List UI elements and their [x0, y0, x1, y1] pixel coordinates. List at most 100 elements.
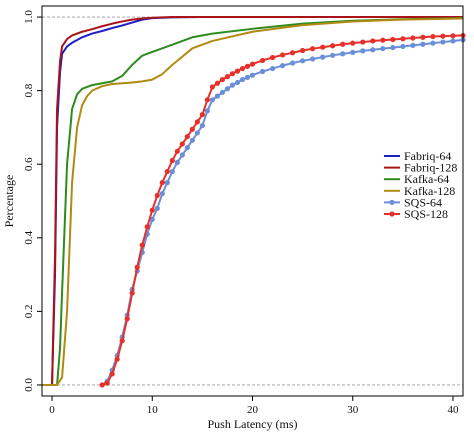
- legend-label-fabriq-128: Fabriq-128: [404, 161, 457, 175]
- data-point-sqs-128-13: [164, 168, 170, 175]
- x-axis-title: Push Latency (ms): [208, 417, 298, 431]
- data-point-sqs-64-25: [224, 86, 231, 92]
- data-point-sqs-128-23: [214, 80, 221, 86]
- data-point-sqs-64-37: [320, 54, 326, 60]
- data-point-sqs-64-11: [154, 205, 160, 211]
- data-point-sqs-128-6: [129, 290, 135, 296]
- data-point-sqs-128-29: [244, 63, 251, 69]
- legend-label-kafka-128: Kafka-128: [404, 184, 455, 198]
- data-point-sqs-128-30: [249, 61, 256, 67]
- data-point-sqs-64-40: [350, 49, 356, 55]
- series-kafka-128: [42, 17, 464, 386]
- data-point-sqs-64-48: [430, 40, 436, 46]
- data-point-sqs-128-31: [259, 57, 266, 64]
- data-point-sqs-64-15: [174, 159, 180, 165]
- data-point-sqs-128-47: [420, 34, 426, 40]
- data-point-sqs-64-38: [330, 52, 336, 58]
- data-point-sqs-64-30: [249, 72, 256, 78]
- data-point-sqs-64-34: [289, 60, 296, 66]
- data-point-sqs-64-16: [179, 152, 185, 158]
- data-point-sqs-128-12: [159, 180, 165, 186]
- data-point-sqs-128-10: [149, 207, 155, 213]
- data-point-sqs-64-39: [340, 51, 346, 57]
- data-point-sqs-64-28: [239, 76, 246, 83]
- x-tick-label-1: 10: [147, 404, 159, 416]
- data-point-sqs-128-39: [340, 41, 346, 47]
- data-point-sqs-128-17: [184, 134, 190, 140]
- data-point-sqs-64-17: [184, 145, 190, 151]
- data-point-sqs-128-46: [410, 35, 416, 41]
- x-tick-label-2: 20: [247, 404, 259, 416]
- data-point-sqs-128-37: [320, 44, 326, 50]
- data-point-sqs-128-50: [450, 33, 456, 39]
- data-point-sqs-64-22: [209, 97, 216, 103]
- legend-marker-sqs-128: [389, 211, 395, 217]
- x-tick-label-3: 30: [347, 404, 359, 416]
- series-line-fabriq-128: [42, 16, 463, 386]
- data-point-sqs-64-13: [164, 180, 170, 186]
- legend-label-sqs-128: SQS-128: [404, 207, 448, 221]
- data-point-sqs-128-5: [124, 316, 130, 322]
- data-point-sqs-128-45: [400, 36, 406, 42]
- data-point-sqs-128-4: [119, 338, 125, 344]
- data-point-sqs-128-7: [134, 264, 140, 270]
- data-point-sqs-128-20: [199, 111, 205, 118]
- data-point-sqs-128-32: [269, 54, 276, 61]
- data-point-sqs-64-36: [310, 56, 316, 62]
- data-point-sqs-64-45: [400, 43, 406, 50]
- data-point-sqs-128-21: [204, 97, 210, 103]
- data-point-sqs-64-24: [219, 89, 226, 96]
- data-point-sqs-128-36: [310, 46, 316, 52]
- y-axis: 0.0 0.2 0.4 0.6 0.8 1.0: [23, 10, 42, 392]
- data-point-sqs-128-41: [360, 39, 366, 45]
- data-point-sqs-128-24: [219, 76, 226, 83]
- legend-label-fabriq-64: Fabriq-64: [404, 149, 451, 163]
- series-line-kafka-64: [42, 17, 464, 386]
- data-point-sqs-128-3: [114, 356, 120, 362]
- data-point-sqs-64-27: [234, 79, 241, 86]
- series-fabriq-128: [42, 16, 463, 386]
- data-point-sqs-64-10: [149, 216, 155, 222]
- y-tick-label-1: 0.2: [23, 305, 35, 319]
- data-point-sqs-64-46: [410, 42, 416, 48]
- data-point-sqs-128-9: [144, 224, 150, 230]
- data-point-sqs-64-43: [380, 46, 386, 52]
- data-point-sqs-64-29: [244, 74, 251, 80]
- data-point-sqs-64-26: [229, 82, 236, 88]
- data-point-sqs-128-16: [179, 141, 185, 147]
- legend-label-kafka-64: Kafka-64: [404, 172, 449, 186]
- data-point-sqs-128-28: [239, 65, 246, 72]
- data-point-sqs-128-11: [154, 192, 160, 199]
- data-point-sqs-128-27: [234, 68, 241, 74]
- data-point-sqs-128-2: [109, 371, 115, 377]
- data-point-sqs-128-18: [189, 126, 195, 132]
- data-point-sqs-128-42: [370, 38, 376, 44]
- y-tick-label-2: 0.4: [23, 230, 35, 244]
- series-line-sqs-128: [101, 34, 464, 386]
- data-point-sqs-64-35: [300, 58, 306, 64]
- data-point-sqs-128-1: [104, 380, 110, 386]
- data-point-sqs-64-42: [370, 47, 376, 53]
- series-sqs-128: [99, 32, 466, 388]
- data-point-sqs-64-41: [360, 48, 366, 54]
- data-point-sqs-128-26: [229, 71, 236, 77]
- data-point-sqs-128-22: [209, 84, 216, 90]
- y-tick-label-3: 0.6: [23, 157, 35, 171]
- data-point-sqs-64-21: [204, 108, 210, 114]
- data-point-sqs-128-38: [330, 43, 336, 49]
- series-kafka-64: [42, 17, 464, 386]
- data-point-sqs-128-49: [440, 33, 446, 39]
- series-line-sqs-64: [101, 38, 464, 386]
- x-tick-label-4: 40: [447, 404, 459, 416]
- series-line-kafka-128: [42, 17, 464, 386]
- x-tick-label-0: 0: [49, 404, 55, 416]
- y-tick-label-4: 0.8: [23, 83, 35, 97]
- data-point-sqs-128-33: [279, 52, 286, 58]
- data-point-sqs-64-20: [199, 122, 205, 129]
- data-point-sqs-64-14: [169, 168, 175, 175]
- data-point-sqs-64-49: [440, 39, 446, 45]
- data-point-sqs-64-12: [159, 191, 165, 197]
- data-point-sqs-128-44: [390, 36, 396, 43]
